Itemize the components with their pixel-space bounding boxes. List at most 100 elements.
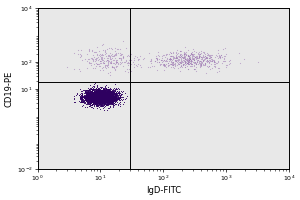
Point xyxy=(113,97,118,101)
Point xyxy=(98,89,103,93)
Point xyxy=(100,92,105,95)
Point xyxy=(108,93,112,96)
Point xyxy=(93,92,98,95)
Point xyxy=(99,96,103,99)
Point xyxy=(106,100,110,103)
Point xyxy=(92,99,97,103)
Point xyxy=(96,91,101,95)
Point xyxy=(108,95,113,98)
Point xyxy=(87,96,92,100)
Point xyxy=(100,96,105,100)
Point xyxy=(104,97,109,100)
Point xyxy=(88,96,93,99)
Point xyxy=(102,98,106,101)
Point xyxy=(190,47,195,51)
Point xyxy=(101,89,106,92)
Point xyxy=(100,95,104,98)
Point xyxy=(90,49,94,52)
Point xyxy=(101,95,106,99)
Point xyxy=(105,96,110,99)
Point xyxy=(89,97,94,100)
Point xyxy=(89,94,94,97)
Point xyxy=(103,92,107,96)
Point xyxy=(182,56,187,59)
Point xyxy=(89,95,94,99)
Point xyxy=(102,105,107,109)
Point xyxy=(102,95,107,98)
Point xyxy=(100,101,105,104)
Point xyxy=(97,92,101,96)
Point xyxy=(97,96,102,99)
Point xyxy=(96,94,100,97)
Point xyxy=(94,96,99,99)
Point xyxy=(205,65,210,68)
Point xyxy=(187,57,191,60)
Point xyxy=(186,58,191,61)
Point xyxy=(96,91,101,94)
Point xyxy=(96,91,101,94)
Point xyxy=(94,95,99,98)
Point xyxy=(94,94,99,97)
Point xyxy=(98,96,102,99)
Point xyxy=(105,103,110,106)
Point xyxy=(110,96,114,99)
Point xyxy=(157,61,162,64)
Point xyxy=(86,93,91,97)
Point xyxy=(96,98,101,101)
Point xyxy=(177,50,182,53)
Point xyxy=(104,98,109,101)
Point xyxy=(106,93,111,96)
Point xyxy=(181,58,186,61)
Point xyxy=(104,94,109,97)
Point xyxy=(168,51,173,55)
Point xyxy=(97,93,101,96)
Point xyxy=(96,87,101,90)
Point xyxy=(92,96,97,99)
Point xyxy=(83,95,88,99)
Point xyxy=(99,96,104,99)
Point xyxy=(96,91,101,94)
Point xyxy=(203,52,208,55)
Point xyxy=(99,94,103,97)
Point xyxy=(96,92,100,95)
Point xyxy=(93,96,98,99)
Point xyxy=(206,55,211,58)
Point xyxy=(87,93,92,96)
Point xyxy=(90,98,95,101)
Point xyxy=(218,56,222,59)
Point xyxy=(101,96,106,99)
Point xyxy=(96,97,101,100)
Point xyxy=(94,101,99,104)
Point xyxy=(126,53,131,56)
Point xyxy=(118,94,122,97)
Point xyxy=(91,97,96,100)
Point xyxy=(90,93,95,96)
Point xyxy=(92,97,97,100)
Point xyxy=(102,97,107,100)
Point xyxy=(92,103,97,106)
Point xyxy=(105,87,110,90)
Point xyxy=(146,65,150,68)
Point xyxy=(100,98,105,101)
Point xyxy=(105,94,110,98)
Point xyxy=(111,94,116,97)
Point xyxy=(106,96,111,99)
Point xyxy=(100,101,105,104)
Point xyxy=(102,93,106,96)
Point xyxy=(86,95,91,98)
Point xyxy=(97,96,101,99)
Point xyxy=(95,91,100,94)
Point xyxy=(97,97,102,100)
Point xyxy=(119,61,124,64)
Point xyxy=(212,59,216,62)
Point xyxy=(115,97,120,100)
Point xyxy=(94,101,98,104)
Point xyxy=(101,94,106,97)
Point xyxy=(95,100,100,104)
Point xyxy=(114,96,119,99)
Point xyxy=(100,95,104,99)
Point xyxy=(114,96,119,99)
Point xyxy=(97,99,102,102)
Point xyxy=(99,99,104,102)
Point xyxy=(93,102,98,105)
